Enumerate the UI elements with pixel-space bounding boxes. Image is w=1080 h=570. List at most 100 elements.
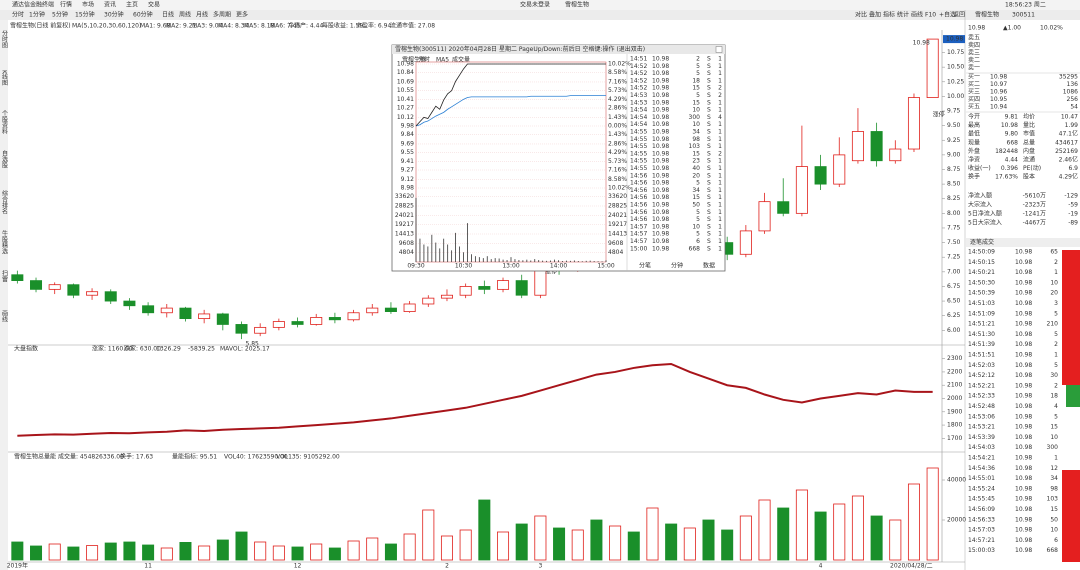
menu-item[interactable]: 交易 [148,1,160,9]
period-tab[interactable]: 60分钟 [133,11,153,19]
side-tab[interactable]: K线图 [1,70,8,87]
tick-time: 14:55 [630,165,647,172]
y-tick-label: 7.75 [947,224,961,231]
side-tab[interactable]: 画线 [1,310,8,322]
trade-price: 10.98 [1015,249,1032,256]
trade-time: 14:50:30 [968,279,995,286]
limit-up-tag: 涨停 [933,111,945,119]
big-order-strip [1062,250,1080,562]
book-volume: 1086 [1063,89,1078,96]
y-tick-label: 40000 [947,477,966,484]
tick-count: 1 [718,56,722,63]
tick-side: S [707,114,711,121]
book-price: 10.97 [990,81,1007,88]
candle-body [758,201,771,232]
volume-bar [142,544,155,561]
side-tab[interactable]: 自选股 [1,149,8,169]
y-tick-label: 10.50 [947,64,964,71]
vol-tick-label: 24021 [395,212,414,219]
side-tab[interactable]: 牛股精选 [1,229,8,255]
candle-body [254,326,267,334]
period-tab[interactable]: 1分钟 [29,11,45,19]
tick-time: 14:56 [630,187,647,194]
side-tab[interactable]: 个股资料 [1,110,8,135]
period-tab[interactable]: 更多 [236,11,248,19]
tool-button[interactable]: 统计 [897,11,909,19]
book-label: 卖三 [968,50,980,57]
tick-volume: 98 [692,136,700,143]
volume-bar [777,507,790,561]
trade-price: 10.98 [1015,300,1032,307]
period-tab[interactable]: 月线 [196,11,208,19]
time-label: 10:30 [455,263,472,270]
side-tab[interactable]: 分时图 [1,29,8,49]
menu-item[interactable]: 市场 [82,1,94,9]
trade-time: 14:52:33 [968,393,995,400]
tick-side: S [707,85,711,92]
volume-bar [104,542,117,561]
volume-bar [328,547,341,561]
vol-tick-label: 14413 [395,230,414,237]
candle-body [889,148,902,162]
period-tab[interactable]: 30分钟 [104,11,124,19]
vol-tick-label: 14413 [608,230,627,237]
trade-price: 10.98 [1015,516,1032,523]
tick-price: 10.98 [652,172,669,179]
trade-volume: 300 [1047,444,1059,451]
period-tab[interactable]: 日线 [162,11,174,19]
popup-button[interactable]: 数据 [703,262,715,270]
trade-volume: 10 [1050,434,1058,441]
trade-time: 14:51:09 [968,310,995,317]
tick-side: S [707,92,711,99]
tool-button[interactable]: 指标 [883,11,895,19]
side-tab[interactable]: 综合排名 [1,189,8,215]
volume-bar [553,527,566,561]
tick-price: 10.98 [652,150,669,157]
tool-button[interactable]: 叠加 [869,11,881,19]
period-tab[interactable]: 多周期 [213,11,231,19]
menu-item[interactable]: 资讯 [104,1,116,9]
trade-volume: 2 [1054,382,1058,389]
close-button[interactable] [715,46,723,53]
tick-price: 10.98 [652,143,669,150]
popup-legend: 分时 [418,56,430,64]
period-tab[interactable]: 15分钟 [75,11,95,19]
trade-time: 14:50:21 [968,269,995,276]
trade-price: 10.98 [1015,259,1032,266]
pct-label: 5.73% [608,87,627,94]
stat-value: 4.44 [1005,157,1019,164]
popup-button[interactable]: 分笔 [639,262,651,270]
tool-button[interactable]: 对比 [855,11,867,19]
stat-label: 流通 [1023,156,1035,164]
tick-volume: 15 [692,85,700,92]
tick-price: 10.98 [652,202,669,209]
tool-button[interactable]: 画线 [911,11,923,19]
y-tick-label: 8.50 [947,181,961,188]
tick-count: 1 [718,216,722,223]
period-tab[interactable]: 5分钟 [52,11,68,19]
tool-button[interactable]: F10 [925,12,936,19]
menu-item[interactable]: 主页 [126,1,138,9]
side-tab[interactable]: 扫雷 [1,269,8,283]
pct-label: 1.43% [608,114,627,121]
vol-tick-label: 28825 [395,202,414,209]
y-tick-label: 7.50 [947,239,961,246]
candle-body [11,274,24,281]
period-tab[interactable]: 分时 [12,11,24,19]
trade-volume: 5 [1054,362,1058,369]
tick-time: 15:00 [630,245,647,252]
tick-side: S [707,158,711,165]
flow-label: 5日大宗流入 [968,219,1002,227]
popup-button[interactable]: 分钟 [671,262,683,270]
tool-button[interactable]: +自选 [939,11,956,19]
tick-side: S [707,231,711,238]
flow-label: 大宗流入 [968,201,992,209]
tick-count: 1 [718,99,722,106]
tick-side: S [707,143,711,150]
tick-volume: 20 [692,172,700,179]
period-tab[interactable]: 周线 [179,11,191,19]
menu-item[interactable]: 行情 [60,1,72,9]
tick-time: 14:52 [630,85,647,92]
tool-button[interactable]: 返回 [953,12,965,19]
pct-label: 1.43% [608,131,627,138]
